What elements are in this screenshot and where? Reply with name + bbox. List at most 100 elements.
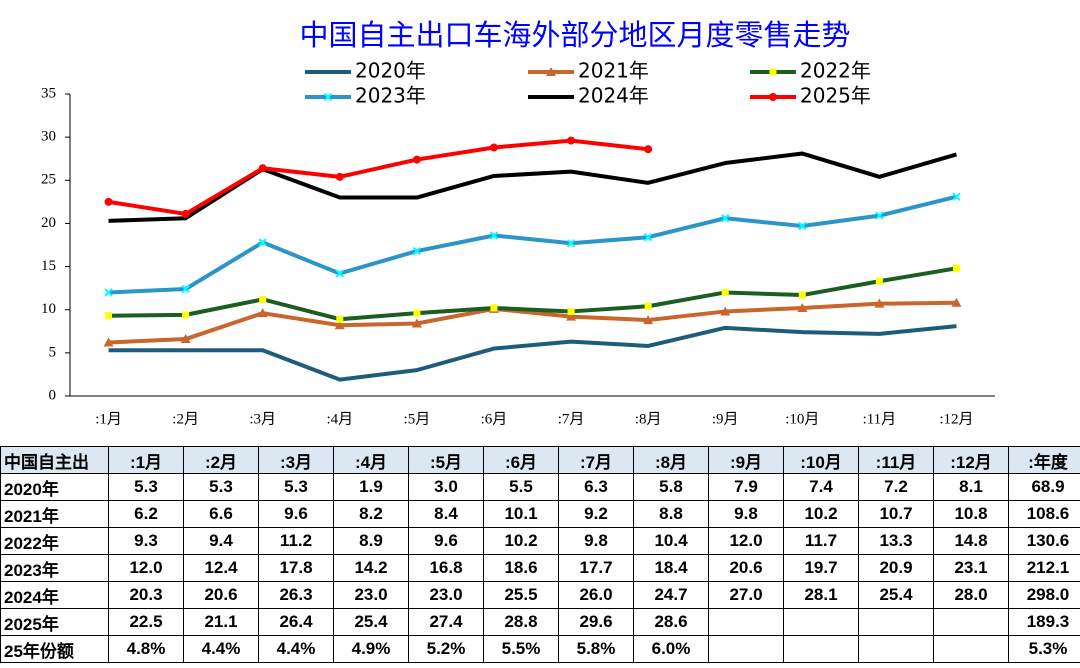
table-cell: 6.2 — [108, 500, 184, 528]
table-cell — [858, 608, 934, 636]
marker — [567, 136, 576, 145]
marker — [874, 298, 885, 308]
table-row: 中国自主出:1月:2月:3月:4月:5月:6月:7月:8月:9月:10月:11月… — [0, 446, 1080, 474]
table-row: 2020年 5.3 5.3 5.3 1.9 3.0 5.5 6.3 5.8 7.9 7.4 7.2 8.… — [0, 473, 1080, 501]
marker — [335, 172, 344, 181]
table-cell: 25.4 — [858, 581, 934, 609]
table-cell: 14.2 — [333, 554, 409, 582]
y-tick-label: 30 — [41, 129, 56, 145]
table-cell — [783, 635, 859, 663]
y-tick-label: 20 — [41, 215, 56, 231]
table-cell: 26.4 — [258, 608, 334, 636]
marker — [181, 284, 190, 294]
table-cell: 2025年 — [0, 608, 109, 636]
marker — [644, 302, 652, 310]
x-tick-label: :5月 — [404, 411, 431, 427]
x-tick-label: :7月 — [558, 411, 585, 427]
table-cell: :1月 — [108, 446, 184, 474]
table-cell: 20.3 — [108, 581, 184, 609]
table-cell — [858, 635, 934, 663]
marker — [546, 67, 556, 76]
marker — [798, 291, 806, 299]
table-cell — [933, 608, 1009, 636]
table-cell: 中国自主出 — [0, 446, 109, 474]
table-cell: 9.8 — [708, 500, 784, 528]
series-line — [108, 138, 649, 216]
table-cell: 9.6 — [408, 527, 484, 555]
chart-title: 中国自主出口车海外部分地区月度零售走势 — [299, 18, 850, 52]
table-cell: 12.0 — [108, 554, 184, 582]
table-cell: :10月 — [783, 446, 859, 474]
table-cell: 28.6 — [633, 608, 709, 636]
legend-label: 2021年 — [578, 59, 649, 83]
table-cell: 26.3 — [258, 581, 334, 609]
marker — [182, 311, 190, 319]
table-cell: 4.9% — [333, 635, 409, 663]
table-cell: 8.1 — [933, 473, 1009, 501]
table-cell: :5月 — [408, 446, 484, 474]
legend-label: 2025年 — [800, 84, 871, 108]
table-cell: 8.4 — [408, 500, 484, 528]
marker — [105, 312, 113, 320]
table-cell: 5.2% — [408, 635, 484, 663]
table-cell: 68.9 — [1008, 473, 1080, 501]
table-cell: 2024年 — [0, 581, 109, 609]
table-cell: :12月 — [933, 446, 1009, 474]
marker — [875, 277, 883, 285]
table-cell: :3月 — [258, 446, 334, 474]
marker — [259, 295, 267, 303]
chart: 中国自主出口车海外部分地区月度零售走势 0 5 10 15 20 25 30 35:1月:2月… — [41, 18, 995, 427]
table-cell: 20.6 — [708, 554, 784, 582]
data-table: 中国自主出:1月:2月:3月:4月:5月:6月:7月:8月:9月:10月:11月… — [0, 446, 1080, 663]
table-cell: 16.8 — [408, 554, 484, 582]
table-cell: 9.6 — [258, 500, 334, 528]
table-cell: 8.8 — [633, 500, 709, 528]
table-cell: 28.1 — [783, 581, 859, 609]
legend-label: 2024年 — [578, 84, 649, 108]
table-cell: :4月 — [333, 446, 409, 474]
table-cell: :6月 — [483, 446, 559, 474]
marker — [336, 315, 344, 323]
table-cell: 29.6 — [558, 608, 634, 636]
table-cell: 5.8 — [633, 473, 709, 501]
marker — [797, 302, 808, 312]
marker — [104, 288, 113, 297]
marker — [643, 233, 653, 242]
table-cell: :7月 — [558, 446, 634, 474]
series-line — [108, 266, 957, 322]
table-cell: 3.0 — [408, 473, 484, 501]
marker — [257, 308, 268, 318]
x-tick-label: :3月 — [249, 411, 276, 427]
table-cell: 8.2 — [333, 500, 409, 528]
series-line — [108, 194, 957, 295]
table-cell: :8月 — [633, 446, 709, 474]
table-cell: 11.2 — [258, 527, 334, 555]
table-cell: 5.5 — [483, 473, 559, 501]
table-cell: 10.1 — [483, 500, 559, 528]
table-cell: 23.0 — [408, 581, 484, 609]
marker — [644, 145, 653, 154]
table-cell: 9.4 — [183, 527, 259, 555]
table-cell: 23.0 — [333, 581, 409, 609]
table-row: 2024年 20.3 20.6 26.3 23.0 23.0 25.5 26.0 24.7 27.… — [0, 581, 1080, 609]
table-cell: 11.7 — [783, 527, 859, 555]
marker — [411, 318, 422, 328]
table-cell: 26.0 — [558, 581, 634, 609]
marker — [952, 192, 961, 201]
table-cell: 5.3% — [1008, 635, 1080, 663]
table-cell: 4.4% — [258, 635, 334, 663]
table-cell: 28.0 — [933, 581, 1009, 609]
table-cell: :年度 — [1008, 446, 1080, 474]
table-cell: 2021年 — [0, 500, 109, 528]
table-cell: 12.0 — [708, 527, 784, 555]
y-tick-label: 25 — [41, 172, 56, 188]
table-cell: 14.8 — [933, 527, 1009, 555]
marker — [335, 269, 344, 278]
y-tick-label: 5 — [49, 344, 57, 360]
table-cell: 18.6 — [483, 554, 559, 582]
table-cell: 23.1 — [933, 554, 1009, 582]
table-cell: 5.8% — [558, 635, 634, 663]
table-cell: 17.7 — [558, 554, 634, 582]
marker — [412, 155, 421, 164]
marker — [181, 209, 190, 218]
